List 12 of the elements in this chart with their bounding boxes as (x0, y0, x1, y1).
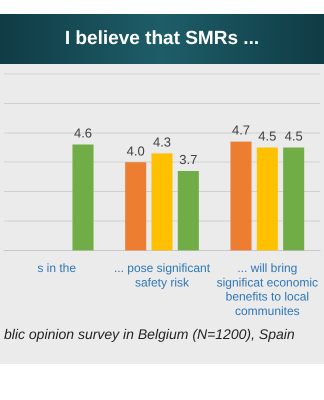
data-label: 4.3 (152, 134, 172, 150)
text: blic opinion survey in Belgium (N=1200), Spain (3, 325, 296, 344)
data-label: 3.7 (179, 152, 198, 168)
data-label: 4.5 (258, 128, 276, 144)
x-tick-label: s in the (37, 260, 76, 275)
x-tick-label: ... will bring significat economic benefits to local communites (216, 260, 318, 318)
chart-title: I believe that SMRs ... (0, 14, 324, 64)
data-label: 4.5 (284, 128, 303, 144)
data-label: 4.7 (232, 122, 250, 138)
data-label: 4.6 (74, 126, 92, 141)
x-tick-label: ... pose significant safety risk (114, 260, 211, 290)
data-label: 4.0 (126, 143, 145, 158)
